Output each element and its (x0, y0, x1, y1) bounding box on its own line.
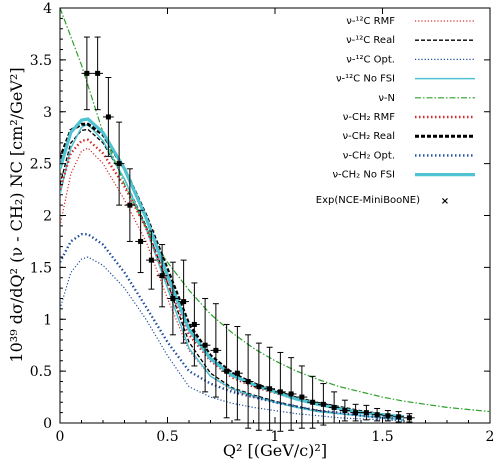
data-point (213, 347, 219, 353)
series-line-7 (60, 232, 405, 421)
data-point (95, 70, 101, 76)
legend-marker: × (441, 196, 449, 207)
data-point (396, 414, 402, 420)
data-point (363, 410, 369, 416)
data-point (245, 379, 251, 384)
series-line-4 (60, 8, 490, 413)
data-point (181, 299, 187, 305)
y-tick-label: 1.5 (30, 260, 52, 276)
legend-label: ν-CH₂ Real (343, 131, 395, 142)
data-point (331, 404, 337, 410)
legend-label: ν-CH₂ RMF (343, 112, 395, 123)
data-point (224, 368, 230, 374)
data-point (374, 412, 380, 418)
y-tick-label: 0.5 (30, 364, 52, 380)
curves (60, 8, 490, 422)
x-tick-label: 1.5 (371, 429, 393, 445)
y-tick-label: 2.5 (30, 157, 52, 173)
data-point (170, 296, 176, 301)
data-point (256, 384, 262, 390)
y-tick-label: 3 (43, 105, 52, 121)
data-point (277, 389, 283, 395)
data-point (127, 202, 133, 208)
data-point (159, 273, 165, 279)
y-axis-label: 10³⁹ dσ/dQ² (ν - CH₂) NC [cm²/GeV²] (7, 67, 26, 362)
data-point (267, 386, 273, 392)
legend-label: ν-¹²C Opt. (346, 54, 395, 65)
series-line-2 (60, 256, 405, 422)
legend-label: ν-CH₂ Opt. (343, 150, 395, 161)
y-tick-label: 4 (43, 1, 52, 17)
x-axis-label: Q² [(GeV/c)²] (223, 441, 327, 460)
series-line-5 (60, 138, 405, 418)
data-point (406, 415, 412, 421)
x-axis-ticks: 0 0.5 1 1.5 2 (56, 8, 495, 445)
data-point (191, 321, 197, 327)
data-point (342, 408, 348, 414)
legend-label: ν-N (378, 93, 395, 104)
data-point (84, 70, 90, 76)
legend-label: ν-¹²C No FSI (336, 74, 395, 85)
experimental-points (81, 36, 415, 432)
data-point (105, 114, 111, 120)
data-point (320, 401, 326, 407)
legend: ν-¹²C RMF ν-¹²C Real ν-¹²C Opt. ν-¹²C No FS… (316, 16, 475, 207)
data-point (138, 238, 144, 244)
plot-frame (59, 7, 491, 424)
data-point (299, 394, 305, 400)
x-tick-label: 0.5 (156, 429, 178, 445)
y-tick-label: 3.5 (30, 53, 52, 69)
data-point (234, 370, 240, 376)
series-line-6 (60, 122, 405, 419)
x-tick-label: 0 (56, 429, 65, 445)
data-point (310, 399, 316, 405)
data-point (116, 161, 122, 167)
data-point (202, 342, 208, 348)
y-axis-ticks: 0 0.5 1 1.5 2 2.5 3 3.5 4 (30, 1, 490, 432)
y-tick-label: 0 (43, 416, 52, 432)
legend-label: Exp(NCE-MiniBooNE) (316, 195, 420, 206)
y-tick-label: 1 (43, 312, 52, 328)
series-line-8 (60, 117, 405, 419)
data-point (385, 413, 391, 419)
legend-label: ν-¹²C Real (346, 35, 395, 46)
data-point (148, 257, 154, 263)
legend-label: ν-¹²C RMF (346, 16, 395, 27)
x-tick-label: 1 (271, 429, 280, 445)
y-tick-label: 2 (43, 209, 52, 225)
legend-label: ν-CH₂ No FSI (332, 170, 395, 181)
x-tick-label: 2 (486, 429, 495, 445)
data-point (288, 391, 294, 397)
data-point (353, 410, 359, 416)
series-line-0 (60, 147, 405, 421)
